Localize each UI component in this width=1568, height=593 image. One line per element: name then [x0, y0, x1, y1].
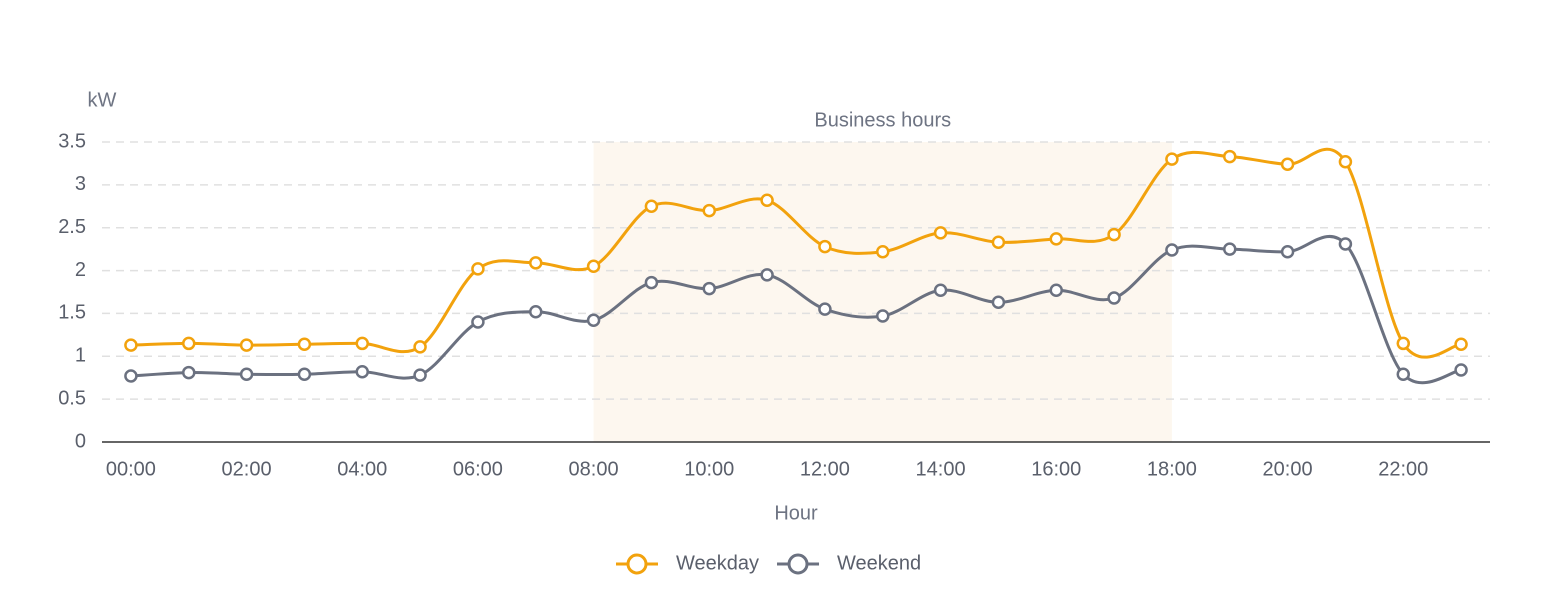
legend-marker	[787, 553, 809, 575]
y-tick-label: 3.5	[58, 130, 86, 152]
legend-label: Weekend	[837, 552, 921, 574]
data-point	[1396, 367, 1410, 382]
data-point	[471, 262, 485, 276]
x-tick-label: 02:00	[222, 458, 272, 480]
mark-area	[593, 142, 1172, 442]
x-tick-label: 16:00	[1031, 458, 1081, 480]
data-point	[1338, 154, 1353, 169]
x-tick-label: 04:00	[337, 458, 387, 480]
data-point	[1107, 227, 1121, 242]
data-point	[1223, 149, 1237, 164]
data-point	[644, 199, 659, 214]
data-point	[760, 193, 774, 208]
data-point	[1396, 336, 1410, 351]
legend-marker	[626, 553, 648, 575]
x-tick-label: 06:00	[453, 458, 503, 480]
data-point	[586, 259, 601, 274]
data-point	[124, 369, 138, 383]
data-point	[1454, 337, 1468, 352]
data-point	[1280, 244, 1295, 259]
data-point	[991, 295, 1006, 310]
mark-area-label: Business hours	[814, 109, 951, 131]
data-point	[124, 338, 138, 352]
data-point	[702, 203, 716, 218]
y-tick-label: 3	[75, 173, 86, 195]
data-point	[1165, 152, 1179, 166]
data-point	[1280, 157, 1295, 172]
x-tick-label: 20:00	[1263, 458, 1313, 480]
data-point	[760, 268, 774, 282]
data-point	[471, 315, 485, 329]
data-point	[239, 367, 254, 382]
x-tick-label: 22:00	[1378, 458, 1428, 480]
y-tick-label: 2.5	[58, 216, 86, 238]
x-tick-label: 08:00	[569, 458, 619, 480]
data-point	[1165, 243, 1179, 257]
x-tick-label: 18:00	[1147, 458, 1197, 480]
data-point	[1049, 283, 1063, 298]
data-point	[529, 304, 543, 319]
legend-label: Weekday	[676, 552, 759, 574]
data-point	[1049, 232, 1063, 246]
y-tick-label: 1.5	[58, 302, 86, 324]
x-tick-label: 10:00	[684, 458, 734, 480]
data-point	[182, 365, 196, 380]
data-point	[818, 302, 832, 316]
data-point	[413, 340, 427, 354]
data-point	[876, 244, 890, 259]
data-point	[355, 364, 369, 379]
data-point	[239, 338, 254, 352]
data-point	[1107, 291, 1121, 305]
y-tick-label: 0	[75, 430, 86, 452]
data-point	[933, 226, 948, 240]
data-point	[644, 275, 659, 290]
data-point	[586, 313, 601, 328]
x-tick-label: 12:00	[800, 458, 850, 480]
data-point	[1454, 363, 1468, 377]
y-tick-label: 0.5	[58, 387, 86, 409]
x-axis-name: Hour	[774, 502, 818, 524]
data-point	[297, 367, 312, 382]
data-point	[933, 283, 948, 298]
y-tick-label: 1	[75, 345, 86, 367]
y-tick-label: 2	[75, 259, 86, 281]
y-axis-name: kW	[88, 89, 117, 111]
data-point	[182, 336, 196, 351]
data-point	[413, 368, 427, 382]
data-point	[702, 281, 716, 296]
data-point	[991, 235, 1006, 250]
data-point	[1338, 237, 1353, 251]
x-tick-label: 14:00	[916, 458, 966, 480]
data-point	[876, 309, 890, 323]
data-point	[297, 337, 312, 352]
data-point	[529, 256, 543, 270]
data-point	[1223, 242, 1237, 256]
data-point	[355, 336, 369, 351]
x-tick-label: 00:00	[106, 458, 156, 480]
data-point	[818, 239, 832, 254]
series-line	[130, 147, 1462, 359]
